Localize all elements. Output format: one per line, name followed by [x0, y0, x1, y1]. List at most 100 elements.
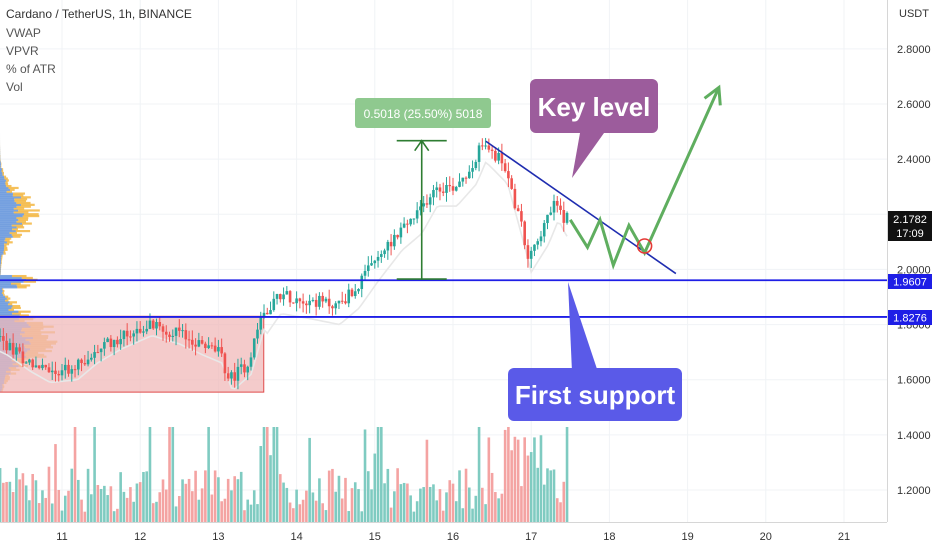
vpvr-bar-down: [5, 183, 8, 185]
volume-bar: [57, 490, 60, 522]
candle-body: [126, 331, 129, 337]
candle-body: [100, 349, 103, 352]
vpvr-bar-down: [3, 251, 5, 253]
vpvr-bar-down: [16, 230, 30, 232]
vpvr-bar-down: [6, 185, 11, 187]
vpvr-bar-down: [18, 219, 28, 221]
vpvr-bar-up: [0, 232, 10, 234]
first-support-callout[interactable]: First support: [508, 282, 682, 421]
volume-bar: [38, 503, 41, 522]
volume-bar: [217, 477, 220, 522]
candle-body: [113, 340, 116, 347]
candle-body: [380, 254, 383, 257]
candle-body: [331, 306, 334, 308]
volume-bar: [484, 504, 487, 522]
volume-bar: [266, 427, 269, 522]
volume-bar: [367, 471, 370, 522]
support-levels[interactable]: [0, 280, 887, 317]
candle-body: [367, 265, 370, 271]
candle-body: [188, 339, 191, 340]
first-support-text: First support: [515, 380, 676, 410]
candle-body: [211, 345, 214, 346]
vpvr-bar-down: [2, 288, 3, 290]
candle-body: [54, 371, 57, 374]
volume-bar: [396, 468, 399, 522]
vpvr-bar-down: [1, 260, 2, 262]
volume-bar: [455, 501, 458, 522]
candle-body: [559, 206, 562, 210]
vpvr-bar-up: [0, 290, 3, 292]
time-tick-label: 11: [56, 531, 67, 543]
vpvr-bar-down: [6, 179, 9, 181]
candle-body: [390, 242, 393, 246]
volume-bar: [90, 494, 93, 522]
price-tag-current: 2.1782 17:09: [888, 211, 932, 241]
vpvr-bar-up: [0, 252, 4, 254]
volume-bar: [442, 511, 445, 522]
vpvr-bar-down: [4, 243, 9, 245]
candle-body: [439, 187, 442, 191]
volume-bar: [416, 501, 419, 522]
volume-bar: [458, 470, 461, 522]
candle-body: [507, 171, 510, 178]
candle-body: [315, 300, 318, 307]
axis-currency: USDT: [899, 8, 929, 20]
candle-body: [84, 363, 87, 364]
volume-bar: [553, 469, 556, 522]
candle-body: [305, 304, 308, 306]
volume-bar: [461, 508, 464, 522]
candle-body: [527, 245, 530, 259]
vpvr-bar-down: [10, 232, 17, 234]
volume-bar: [406, 484, 409, 522]
vpvr-bar-down: [17, 226, 24, 228]
volume-bar: [497, 498, 500, 522]
volume-bar: [227, 479, 230, 522]
volume-bar: [403, 483, 406, 522]
candle-body: [48, 367, 51, 372]
key-level-callout[interactable]: Key level: [530, 79, 658, 178]
volume-bar: [168, 427, 171, 522]
vpvr-bar-down: [2, 172, 4, 174]
volume-bar: [523, 437, 526, 522]
volume-bar: [145, 471, 148, 522]
candle-body: [246, 367, 249, 373]
measure-label[interactable]: 0.5018 (25.50%) 5018: [355, 98, 491, 128]
chart-legend[interactable]: Cardano / TetherUS, 1h, BINANCE VWAP VPV…: [6, 7, 192, 94]
vpvr-bar-down: [22, 222, 32, 224]
vpvr-bar-up: [0, 267, 1, 269]
vpvr-bar-down: [12, 228, 18, 230]
vpvr-bar-up: [0, 271, 1, 273]
candle-body: [185, 330, 188, 339]
vpvr-bar-up: [0, 284, 17, 286]
vpvr-bar-down: [4, 252, 6, 254]
vpvr-bar-up: [0, 311, 18, 313]
time-tick-label: 16: [447, 531, 459, 543]
candle-body: [429, 197, 432, 204]
vpvr-bar-down: [12, 312, 21, 314]
legend-title: Cardano / TetherUS, 1h, BINANCE: [6, 7, 192, 21]
candle-body: [481, 145, 484, 146]
candle-body: [123, 331, 126, 339]
vpvr-bar-up: [0, 219, 18, 221]
candle-body: [364, 271, 367, 276]
vpvr-bar-up: [0, 309, 9, 311]
candle-body: [237, 367, 240, 381]
vpvr-bar-down: [9, 187, 19, 189]
volume-bar: [546, 468, 549, 522]
candle-body: [2, 336, 5, 341]
candle-body: [70, 369, 73, 374]
volume-bar: [54, 444, 57, 522]
candle-body: [87, 360, 90, 365]
volume-bar: [155, 502, 158, 522]
candle-body: [295, 298, 298, 303]
volume-bar: [136, 484, 139, 522]
volume-bar: [282, 483, 285, 522]
candle-body: [435, 187, 438, 190]
volume-bar: [9, 482, 12, 522]
volume-bar: [80, 500, 83, 522]
volume-bar: [468, 488, 471, 522]
vpvr-bar-down: [7, 297, 10, 299]
